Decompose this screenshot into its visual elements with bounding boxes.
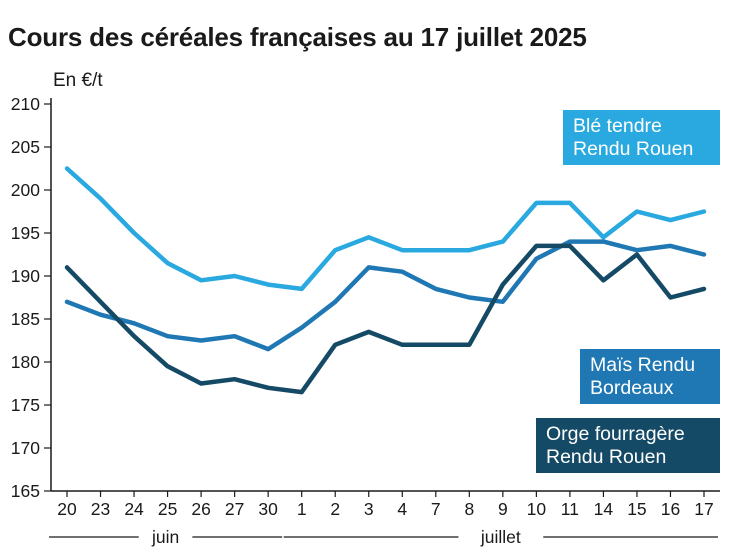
y-tick-label: 205 [11,137,40,157]
y-tick-label: 190 [11,266,40,286]
x-tick-label: 16 [661,499,680,519]
axes [50,98,720,492]
x-tick-label: 10 [527,499,547,519]
legend-ble-tendre: Blé tendre Rendu Rouen [563,110,720,165]
x-tick-label: 25 [158,499,177,519]
x-tick-label: 15 [627,499,646,519]
legend-orge-line2: Rendu Rouen [546,446,667,468]
legend-mais-line2: Bordeaux [590,377,674,399]
y-tick-label: 185 [11,309,40,329]
y-tick-label: 170 [11,438,40,458]
x-axis-ticks: 20 23 24 25 26 27 30 1 2 3 4 7 8 9 10 11 14 15 16 17 [57,491,714,519]
y-tick-label: 180 [11,352,40,372]
legend-ble-line2: Rendu Rouen [573,138,694,160]
legend-orge: Orge fourragère Rendu Rouen [536,418,720,473]
x-tick-label: 7 [431,499,441,519]
y-tick-label: 165 [11,481,40,501]
x-tick-label: 23 [91,499,110,519]
legend-mais: Maïs Rendu Bordeaux [580,349,720,404]
x-tick-label: 4 [397,499,407,519]
x-tick-label: 1 [297,499,307,519]
y-axis-unit-label: En €/t [53,70,103,91]
x-tick-label: 20 [57,499,77,519]
x-tick-label: 24 [124,499,144,519]
series-line-1 [64,239,707,352]
series-line-2 [64,243,707,395]
x-tick-label: 11 [561,499,579,519]
x-tick-label: 2 [330,499,340,519]
month-label: juin [151,527,179,547]
y-tick-label: 175 [11,395,40,415]
x-tick-label: 14 [594,499,614,519]
x-tick-label: 9 [498,499,508,519]
y-tick-label: 195 [11,223,40,243]
x-tick-label: 3 [364,499,374,519]
legend-mais-line1: Maïs Rendu [590,354,696,376]
legend-ble-line1: Blé tendre [573,115,662,137]
x-tick-label: 8 [464,499,474,519]
series-lines [64,166,707,395]
chart-title: Cours des céréales françaises au 17 juil… [8,22,587,52]
month-label: juillet [480,527,521,547]
x-tick-label: 30 [258,499,278,519]
series-line-0 [64,166,707,292]
legend-orge-line1: Orge fourragère [546,423,685,445]
y-axis-ticks: 165 170 175 180 185 190 195 200 205 210 [11,94,51,501]
month-labels: juin juillet [49,527,718,547]
x-tick-label: 17 [694,499,713,519]
y-tick-label: 200 [11,180,40,200]
x-tick-label: 27 [225,499,244,519]
y-tick-label: 210 [11,94,40,114]
x-tick-label: 26 [191,499,210,519]
